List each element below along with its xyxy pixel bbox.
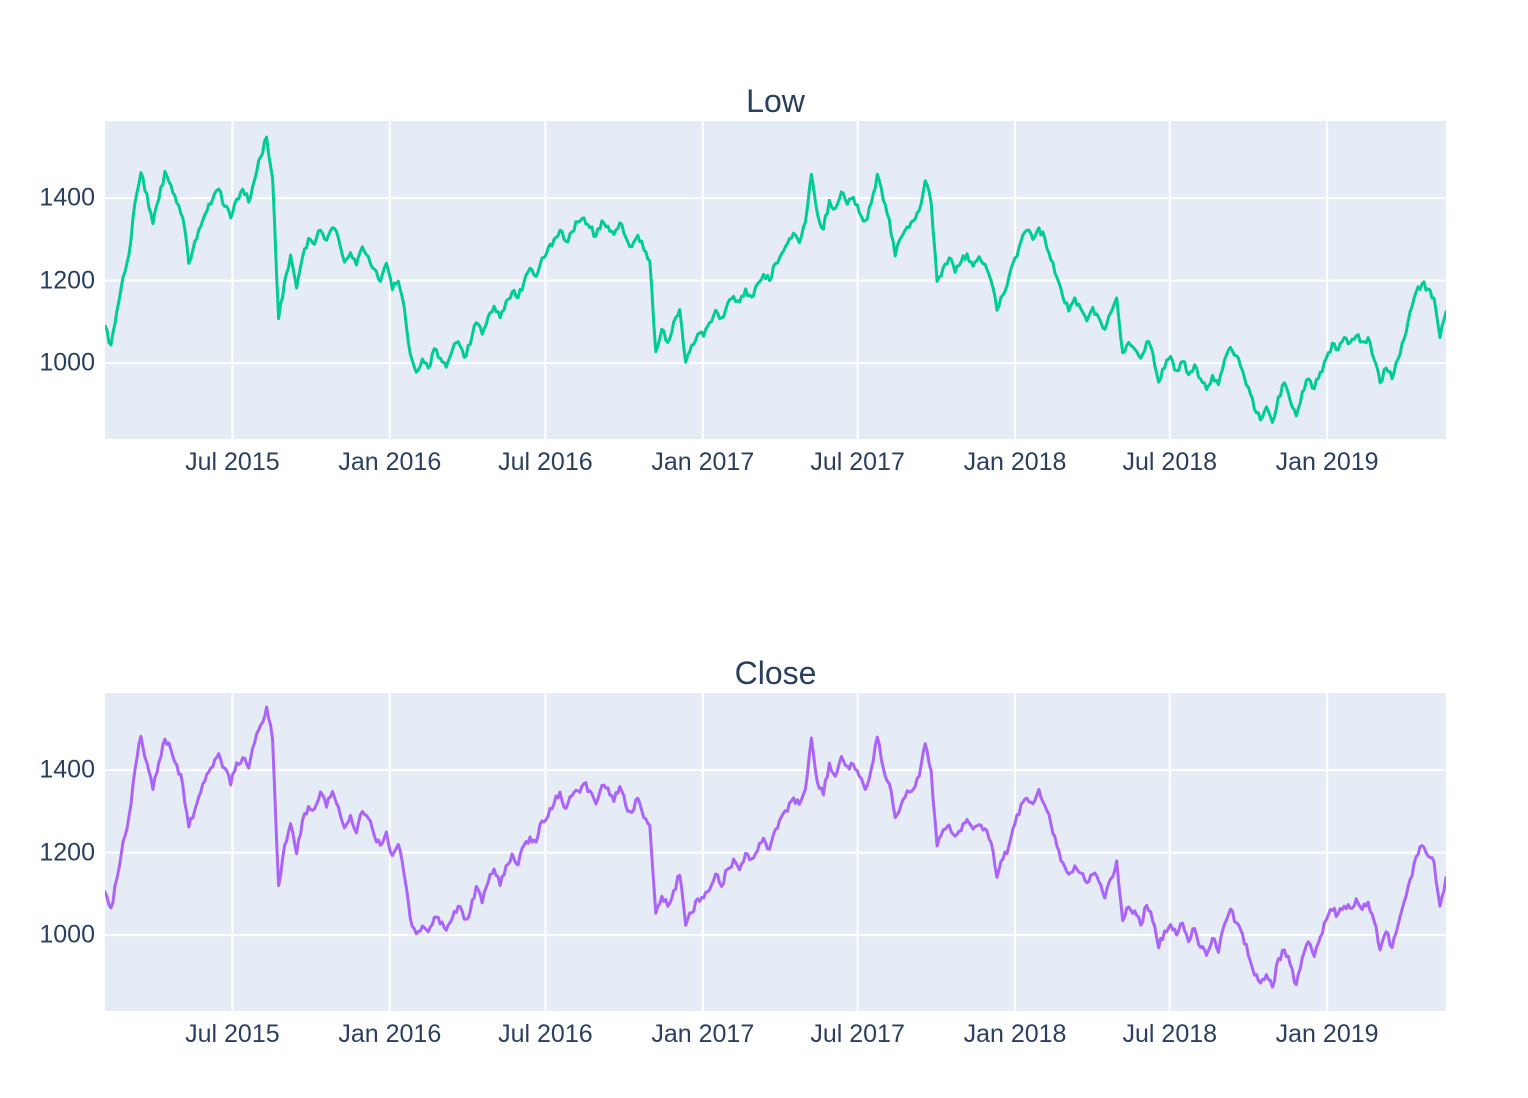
subplot-title-low: Low bbox=[746, 83, 805, 119]
y-tick-label: 1000 bbox=[39, 348, 95, 377]
x-tick-label: Jul 2017 bbox=[810, 448, 905, 476]
y-tick-label: 1200 bbox=[39, 838, 95, 867]
x-tick-label: Jul 2015 bbox=[185, 448, 280, 476]
close-series-line[interactable] bbox=[105, 705, 1446, 989]
x-tick-label: Jan 2016 bbox=[338, 448, 442, 476]
x-tick-label: Jan 2016 bbox=[338, 1020, 442, 1048]
close-subplot bbox=[105, 693, 1446, 1011]
x-tick-label: Jan 2017 bbox=[651, 448, 755, 476]
x-tick-label: Jul 2016 bbox=[498, 1020, 593, 1048]
x-tick-label: Jul 2015 bbox=[185, 1020, 280, 1048]
low-series-line[interactable] bbox=[105, 135, 1446, 424]
x-tick-label: Jul 2017 bbox=[810, 1020, 905, 1048]
x-tick-label: Jan 2019 bbox=[1275, 1020, 1379, 1048]
x-tick-label: Jul 2016 bbox=[498, 448, 593, 476]
y-tick-label: 1400 bbox=[39, 183, 95, 212]
y-tick-label: 1200 bbox=[39, 266, 95, 295]
y-tick-label: 1400 bbox=[39, 755, 95, 784]
x-tick-label: Jan 2019 bbox=[1275, 448, 1379, 476]
x-tick-label: Jul 2018 bbox=[1122, 448, 1218, 476]
x-tick-label: Jan 2018 bbox=[963, 1020, 1067, 1048]
x-tick-label: Jan 2018 bbox=[963, 448, 1067, 476]
x-tick-label: Jan 2017 bbox=[651, 1020, 755, 1048]
y-tick-label: 1000 bbox=[39, 920, 95, 949]
x-tick-label: Jul 2018 bbox=[1122, 1020, 1218, 1048]
low-subplot bbox=[105, 121, 1446, 439]
subplot-title-close: Close bbox=[734, 655, 817, 691]
